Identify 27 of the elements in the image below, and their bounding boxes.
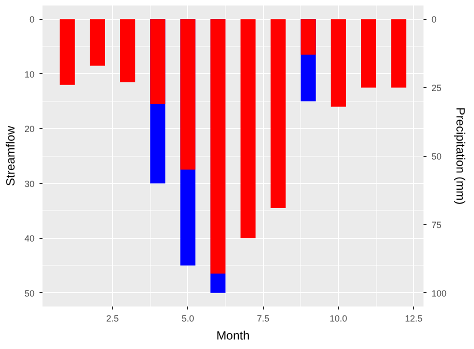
- x-axis-title: Month: [216, 328, 250, 342]
- x-tick-label: 7.5: [256, 314, 270, 324]
- y-tick-label: 0: [29, 14, 35, 25]
- bar: [60, 19, 75, 85]
- y-tick-label: 50: [24, 288, 35, 298]
- bar: [90, 19, 105, 66]
- y2-axis-title: Precipitation (mm): [454, 107, 468, 205]
- y-tick-label: 10: [24, 69, 35, 80]
- y2-tick-label: 0: [432, 14, 437, 25]
- bar: [240, 19, 256, 238]
- bar: [270, 19, 286, 208]
- y2-tick-label: 25: [432, 83, 442, 94]
- y-tick-label: 40: [24, 234, 35, 244]
- x-tick-label: 5.0: [182, 314, 194, 324]
- y-tick-label: 30: [24, 178, 35, 189]
- y2-tick-label: 100: [432, 288, 447, 298]
- bar: [361, 19, 376, 88]
- x-tick-label: 10.0: [330, 314, 348, 324]
- y2-tick-label: 75: [432, 220, 442, 230]
- x-tick-label: 12.5: [404, 314, 422, 324]
- bar: [391, 19, 406, 88]
- bar: [120, 19, 136, 82]
- y2-tick-label: 50: [432, 152, 442, 162]
- y-axis-title: Streamflow: [3, 126, 18, 186]
- y-tick-label: 20: [24, 124, 35, 134]
- bar: [330, 19, 346, 107]
- x-tick-label: 2.5: [106, 314, 119, 324]
